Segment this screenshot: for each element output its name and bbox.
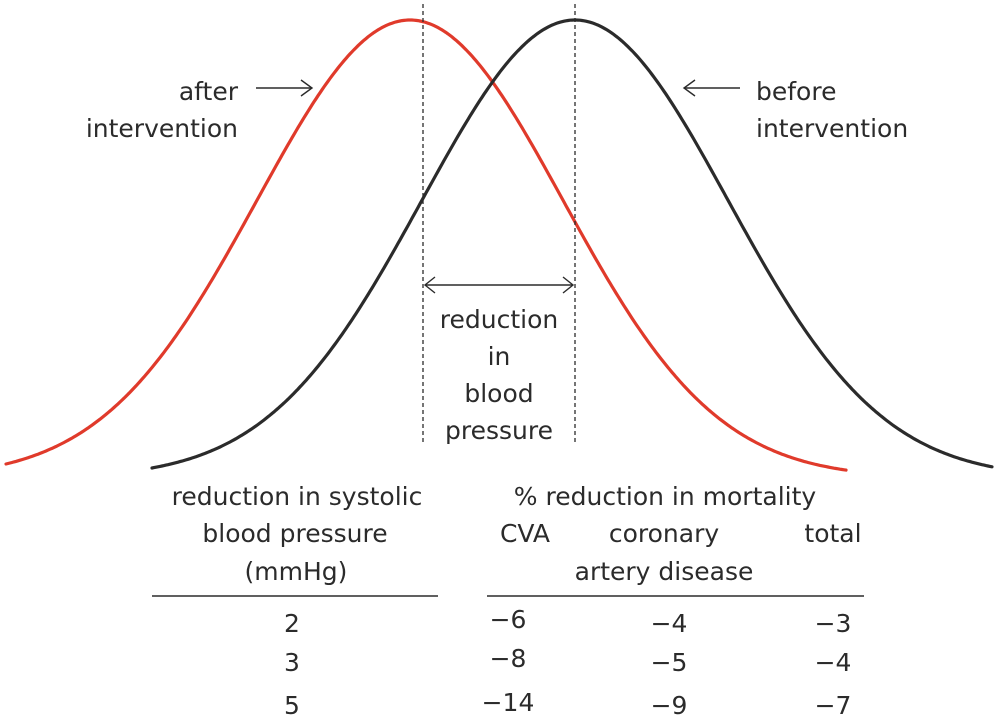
right-header-col1: CVA bbox=[500, 519, 550, 548]
after-pointer-arrow bbox=[256, 79, 314, 97]
after-label-line2: intervention bbox=[86, 114, 238, 143]
total-value: −3 bbox=[815, 609, 852, 638]
total-value: −4 bbox=[815, 648, 852, 677]
cva-value: −6 bbox=[490, 605, 527, 634]
total-value: −7 bbox=[815, 691, 852, 720]
after-intervention-curve bbox=[4, 18, 848, 472]
after-label-line1: after bbox=[179, 77, 239, 106]
before-pointer-arrow bbox=[682, 79, 740, 97]
before-label-line1: before bbox=[756, 77, 836, 106]
cva-value: −8 bbox=[490, 644, 527, 673]
left-header-line2: blood pressure bbox=[202, 519, 387, 548]
left-header-line1: reduction in systolic bbox=[172, 482, 423, 511]
shift-label-line3: blood bbox=[464, 379, 533, 408]
table-row: 3 −8 −5 −4 bbox=[284, 644, 851, 677]
bp-value: 3 bbox=[284, 648, 300, 677]
before-label-line2: intervention bbox=[756, 114, 908, 143]
right-header-col3: total bbox=[804, 519, 861, 548]
shift-label-line2: in bbox=[488, 342, 511, 371]
coronary-value: −5 bbox=[651, 648, 688, 677]
coronary-value: −9 bbox=[651, 691, 688, 720]
before-intervention-curve bbox=[150, 18, 994, 470]
bp-value: 5 bbox=[284, 691, 300, 720]
shift-label-line4: pressure bbox=[445, 416, 553, 445]
shift-label-line1: reduction bbox=[440, 305, 558, 334]
table-row: 5 −14 −9 −7 bbox=[284, 688, 851, 720]
reduction-double-arrow bbox=[423, 276, 575, 294]
right-header-title: % reduction in mortality bbox=[514, 482, 817, 511]
left-header-line3: (mmHg) bbox=[245, 557, 348, 586]
cva-value: −14 bbox=[482, 688, 535, 717]
coronary-value: −4 bbox=[651, 609, 688, 638]
right-header-col2-line1: coronary bbox=[609, 519, 720, 548]
table-row: 2 −6 −4 −3 bbox=[284, 605, 851, 638]
right-header-col2-line2: artery disease bbox=[575, 557, 754, 586]
bp-value: 2 bbox=[284, 609, 300, 638]
